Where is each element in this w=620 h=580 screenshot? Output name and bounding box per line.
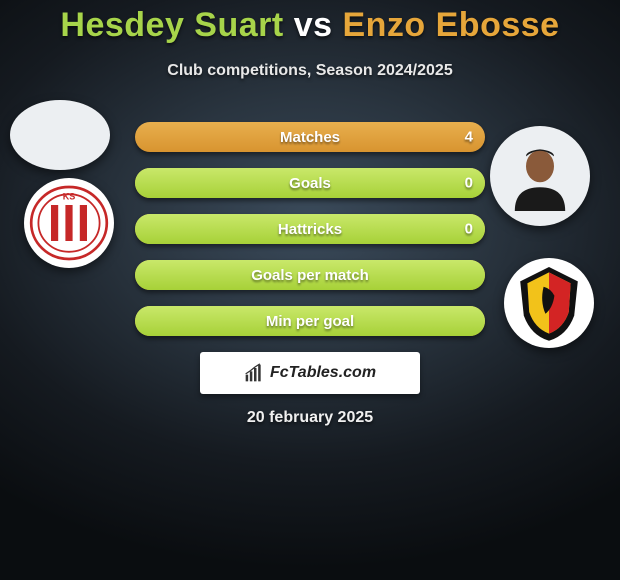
player2-club-badge xyxy=(504,258,594,348)
comparison-card: Hesdey Suart vs Enzo Ebosse Club competi… xyxy=(0,0,620,580)
title-vs: vs xyxy=(294,6,333,44)
person-silhouette-icon xyxy=(505,141,575,211)
stat-bar-right-value: 0 xyxy=(465,221,473,238)
stat-bar-right-value: 0 xyxy=(465,175,473,192)
date-label: 20 february 2025 xyxy=(0,409,620,427)
stat-bar: Matches 4 xyxy=(135,122,485,152)
subtitle: Club competitions, Season 2024/2025 xyxy=(0,62,620,80)
stat-bar-label: Goals xyxy=(289,175,331,192)
stat-bar: Hattricks 0 xyxy=(135,214,485,244)
title-player1: Hesdey Suart xyxy=(60,6,283,44)
stat-bar-right-value: 4 xyxy=(465,129,473,146)
stat-bar-label: Matches xyxy=(280,129,340,146)
stat-bars: Matches 4 Goals 0 Hattricks 0 Goals per match M… xyxy=(135,122,485,352)
stat-bar: Goals per match xyxy=(135,260,485,290)
branding-text: FcTables.com xyxy=(270,364,376,382)
stat-bar-label: Hattricks xyxy=(278,221,342,238)
player1-avatar xyxy=(10,100,110,170)
stat-bar-label: Goals per match xyxy=(251,267,369,284)
player2-avatar xyxy=(490,126,590,226)
cracovia-crest-icon: KS xyxy=(24,178,114,268)
branding-badge: FcTables.com xyxy=(200,352,420,394)
stat-bar: Min per goal xyxy=(135,306,485,336)
stat-bar: Goals 0 xyxy=(135,168,485,198)
player1-club-badge: KS xyxy=(24,178,114,268)
svg-text:KS: KS xyxy=(63,192,76,202)
bar-chart-icon xyxy=(244,363,264,383)
page-title: Hesdey Suart vs Enzo Ebosse xyxy=(0,6,620,45)
jagiellonia-crest-icon xyxy=(504,258,594,348)
title-player2: Enzo Ebosse xyxy=(342,6,559,44)
stat-bar-label: Min per goal xyxy=(266,313,354,330)
